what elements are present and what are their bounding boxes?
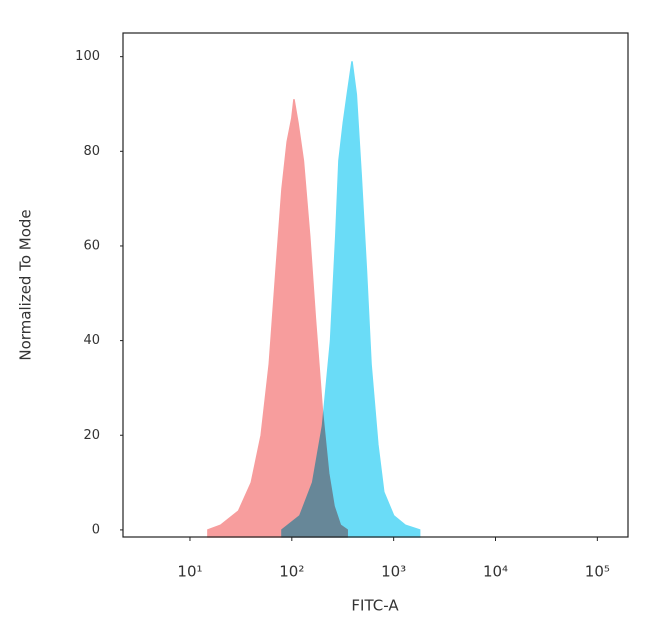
plot-frame — [122, 32, 629, 538]
y-tick-label: 40 — [83, 333, 100, 348]
y-tick-label: 60 — [83, 238, 100, 253]
x-tick-label: 10⁴ — [483, 563, 508, 581]
x-axis-label: FITC-A — [351, 597, 399, 615]
y-axis-label: Normalized To Mode — [17, 209, 35, 360]
y-tick-label: 0 — [92, 522, 100, 537]
x-tick-label: 10⁵ — [585, 563, 610, 581]
area — [207, 99, 348, 538]
y-tick-label: 80 — [83, 144, 100, 159]
y-tick-label: 20 — [83, 428, 100, 443]
x-tick-label: 10¹ — [177, 563, 202, 581]
x-tick-label: 10³ — [381, 563, 406, 581]
x-tick-label: 10² — [279, 563, 304, 581]
y-tick-label: 100 — [75, 49, 100, 64]
